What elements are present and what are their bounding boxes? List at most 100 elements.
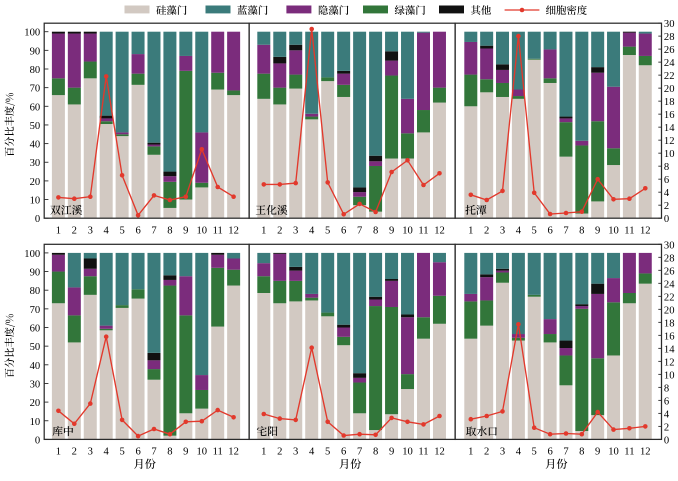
svg-text:30: 30 bbox=[664, 240, 675, 251]
svg-text:5: 5 bbox=[532, 447, 537, 458]
svg-text:1: 1 bbox=[56, 225, 61, 236]
svg-text:24: 24 bbox=[664, 279, 675, 290]
svg-text:12: 12 bbox=[664, 136, 675, 147]
svg-text:3: 3 bbox=[293, 225, 298, 236]
svg-text:6: 6 bbox=[135, 225, 140, 236]
svg-text:12: 12 bbox=[640, 447, 651, 458]
svg-text:50: 50 bbox=[30, 121, 41, 132]
svg-text:2: 2 bbox=[484, 447, 489, 458]
svg-text:11: 11 bbox=[418, 447, 428, 458]
svg-text:11: 11 bbox=[213, 447, 223, 458]
svg-text:7: 7 bbox=[151, 447, 156, 458]
svg-text:70: 70 bbox=[30, 84, 41, 95]
svg-text:16: 16 bbox=[664, 331, 675, 342]
svg-text:7: 7 bbox=[563, 447, 568, 458]
svg-text:7: 7 bbox=[357, 447, 362, 458]
svg-text:6: 6 bbox=[135, 447, 140, 458]
svg-text:28: 28 bbox=[664, 253, 675, 264]
svg-text:6: 6 bbox=[341, 447, 346, 458]
svg-text:5: 5 bbox=[532, 225, 537, 236]
svg-text:90: 90 bbox=[30, 268, 41, 279]
svg-text:5: 5 bbox=[325, 447, 330, 458]
svg-text:9: 9 bbox=[183, 225, 188, 236]
svg-text:70: 70 bbox=[30, 305, 41, 316]
svg-text:18: 18 bbox=[664, 318, 675, 329]
svg-text:2: 2 bbox=[72, 447, 77, 458]
svg-text:2: 2 bbox=[277, 447, 282, 458]
svg-text:20: 20 bbox=[30, 177, 41, 188]
svg-text:14: 14 bbox=[664, 344, 675, 355]
svg-text:30: 30 bbox=[664, 19, 675, 30]
svg-text:5: 5 bbox=[119, 447, 124, 458]
svg-text:4: 4 bbox=[516, 447, 522, 458]
svg-text:4: 4 bbox=[664, 409, 670, 420]
svg-text:90: 90 bbox=[30, 46, 41, 57]
svg-text:10: 10 bbox=[664, 149, 675, 160]
svg-text:20: 20 bbox=[664, 305, 675, 316]
svg-text:1: 1 bbox=[261, 225, 266, 236]
svg-text:12: 12 bbox=[228, 447, 239, 458]
svg-text:8: 8 bbox=[579, 447, 584, 458]
svg-text:10: 10 bbox=[30, 417, 41, 428]
svg-text:60: 60 bbox=[30, 324, 41, 335]
svg-text:4: 4 bbox=[104, 447, 110, 458]
svg-text:18: 18 bbox=[664, 97, 675, 108]
svg-text:12: 12 bbox=[664, 357, 675, 368]
svg-text:5: 5 bbox=[119, 225, 124, 236]
svg-text:1: 1 bbox=[468, 225, 473, 236]
svg-text:14: 14 bbox=[664, 123, 675, 134]
svg-text:26: 26 bbox=[664, 266, 675, 277]
svg-text:8: 8 bbox=[664, 162, 669, 173]
svg-text:0: 0 bbox=[664, 435, 669, 446]
svg-text:2: 2 bbox=[484, 225, 489, 236]
svg-text:3: 3 bbox=[293, 447, 298, 458]
svg-text:3: 3 bbox=[500, 447, 505, 458]
svg-text:0: 0 bbox=[664, 214, 669, 225]
svg-text:8: 8 bbox=[373, 225, 378, 236]
svg-text:10: 10 bbox=[197, 447, 208, 458]
svg-text:24: 24 bbox=[664, 58, 675, 69]
svg-text:20: 20 bbox=[30, 398, 41, 409]
svg-text:10: 10 bbox=[402, 447, 413, 458]
svg-text:11: 11 bbox=[624, 225, 634, 236]
svg-text:40: 40 bbox=[30, 361, 41, 372]
svg-text:2: 2 bbox=[277, 225, 282, 236]
svg-text:10: 10 bbox=[197, 225, 208, 236]
svg-text:100: 100 bbox=[24, 28, 40, 39]
svg-text:0: 0 bbox=[35, 435, 40, 446]
svg-text:2: 2 bbox=[664, 201, 669, 212]
svg-text:9: 9 bbox=[183, 447, 188, 458]
svg-text:3: 3 bbox=[88, 447, 93, 458]
svg-text:6: 6 bbox=[547, 225, 552, 236]
svg-text:7: 7 bbox=[151, 225, 156, 236]
svg-text:4: 4 bbox=[309, 225, 315, 236]
svg-text:20: 20 bbox=[664, 84, 675, 95]
svg-text:7: 7 bbox=[357, 225, 362, 236]
svg-text:8: 8 bbox=[167, 225, 172, 236]
svg-text:10: 10 bbox=[608, 447, 619, 458]
svg-text:100: 100 bbox=[24, 249, 40, 260]
svg-text:4: 4 bbox=[104, 225, 110, 236]
svg-text:5: 5 bbox=[325, 225, 330, 236]
svg-text:12: 12 bbox=[640, 225, 651, 236]
svg-text:8: 8 bbox=[373, 447, 378, 458]
svg-text:6: 6 bbox=[664, 396, 669, 407]
svg-text:26: 26 bbox=[664, 45, 675, 56]
svg-text:12: 12 bbox=[228, 225, 239, 236]
svg-text:22: 22 bbox=[664, 71, 675, 82]
svg-text:10: 10 bbox=[608, 225, 619, 236]
svg-text:6: 6 bbox=[664, 175, 669, 186]
svg-text:12: 12 bbox=[434, 225, 445, 236]
svg-text:9: 9 bbox=[389, 447, 394, 458]
svg-text:4: 4 bbox=[516, 225, 522, 236]
svg-text:9: 9 bbox=[595, 225, 600, 236]
svg-text:12: 12 bbox=[434, 447, 445, 458]
svg-text:8: 8 bbox=[167, 447, 172, 458]
svg-text:3: 3 bbox=[500, 225, 505, 236]
svg-text:28: 28 bbox=[664, 32, 675, 43]
svg-text:11: 11 bbox=[418, 225, 428, 236]
svg-text:8: 8 bbox=[664, 383, 669, 394]
svg-text:2: 2 bbox=[72, 225, 77, 236]
svg-text:9: 9 bbox=[389, 225, 394, 236]
svg-text:10: 10 bbox=[664, 370, 675, 381]
